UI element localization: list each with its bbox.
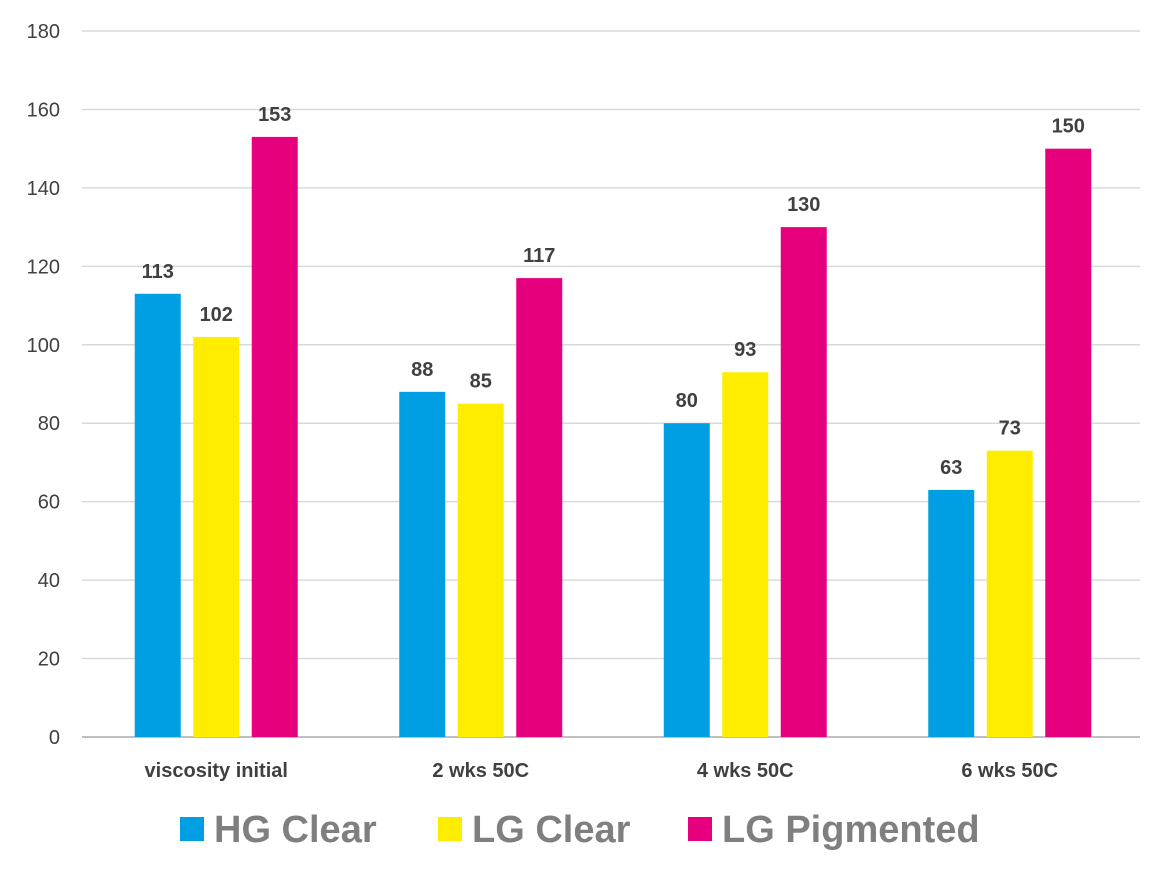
y-tick-label: 0 — [49, 727, 60, 749]
x-category-label: 2 wks 50C — [432, 760, 529, 782]
y-tick-label: 180 — [27, 21, 60, 43]
data-label: 80 — [676, 390, 698, 412]
x-category-label: 6 wks 50C — [961, 760, 1058, 782]
data-label: 93 — [734, 339, 756, 361]
data-label: 113 — [142, 261, 174, 283]
data-label: 117 — [523, 245, 555, 267]
y-tick-label: 20 — [38, 649, 60, 671]
data-label: 63 — [940, 457, 962, 479]
bar-lg-clear — [722, 372, 769, 737]
legend-label: LG Pigmented — [722, 809, 980, 851]
bar-lg-pigmented — [516, 278, 563, 737]
bar-hg-clear — [134, 293, 181, 737]
legend-swatch — [438, 817, 462, 841]
x-category-label: 4 wks 50C — [697, 760, 794, 782]
y-tick-label: 80 — [38, 413, 60, 435]
y-tick-label: 120 — [27, 256, 60, 278]
y-tick-label: 60 — [38, 492, 60, 514]
bar-hg-clear — [663, 423, 710, 737]
bar-hg-clear — [928, 489, 975, 737]
bar-lg-pigmented — [251, 136, 298, 737]
y-tick-label: 160 — [27, 99, 60, 121]
legend-label: LG Clear — [472, 809, 631, 851]
bar-lg-pigmented — [780, 227, 827, 737]
data-label: 130 — [787, 194, 820, 216]
data-label: 85 — [470, 371, 492, 393]
data-label: 153 — [258, 104, 291, 126]
data-label: 150 — [1052, 116, 1085, 138]
bar-lg-clear — [193, 336, 240, 737]
y-tick-label: 40 — [38, 570, 60, 592]
bar-lg-clear — [986, 450, 1033, 737]
data-label: 88 — [411, 359, 433, 381]
x-category-label: viscosity initial — [145, 760, 288, 782]
legend-swatch — [180, 817, 204, 841]
legend-label: HG Clear — [214, 809, 377, 851]
bar-lg-clear — [457, 403, 504, 737]
data-label: 102 — [200, 304, 233, 326]
bar-hg-clear — [399, 391, 446, 737]
y-tick-label: 100 — [27, 335, 60, 357]
bar-lg-pigmented — [1045, 148, 1092, 737]
legend-swatch — [688, 817, 712, 841]
data-label: 73 — [999, 418, 1021, 440]
y-tick-label: 140 — [27, 178, 60, 200]
